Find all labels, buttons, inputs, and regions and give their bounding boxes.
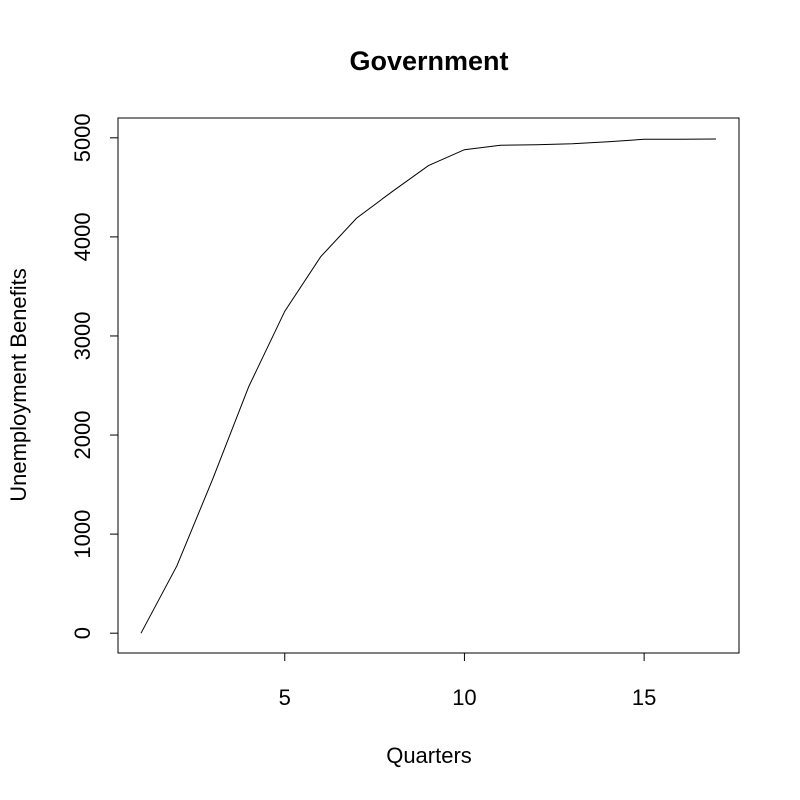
series-group <box>140 138 717 634</box>
x-tick-label: 5 <box>279 685 291 710</box>
y-tick-label: 5000 <box>70 113 95 162</box>
x-axis: 5 10 15 <box>279 652 656 710</box>
series-line <box>140 138 717 634</box>
x-tick-label: 10 <box>452 685 476 710</box>
y-tick-label: 0 <box>70 627 95 639</box>
chart-title: Government <box>349 46 508 76</box>
y-tick-label: 1000 <box>70 510 95 559</box>
y-axis: 0 1000 2000 3000 4000 5000 <box>70 113 119 639</box>
x-axis-label: Quarters <box>386 743 472 768</box>
y-tick-label: 3000 <box>70 311 95 360</box>
y-tick-label: 4000 <box>70 212 95 261</box>
y-tick-label: 2000 <box>70 411 95 460</box>
y-axis-label: Unemployment Benefits <box>6 268 31 502</box>
plot-frame <box>117 117 740 654</box>
x-tick-label: 15 <box>632 685 656 710</box>
